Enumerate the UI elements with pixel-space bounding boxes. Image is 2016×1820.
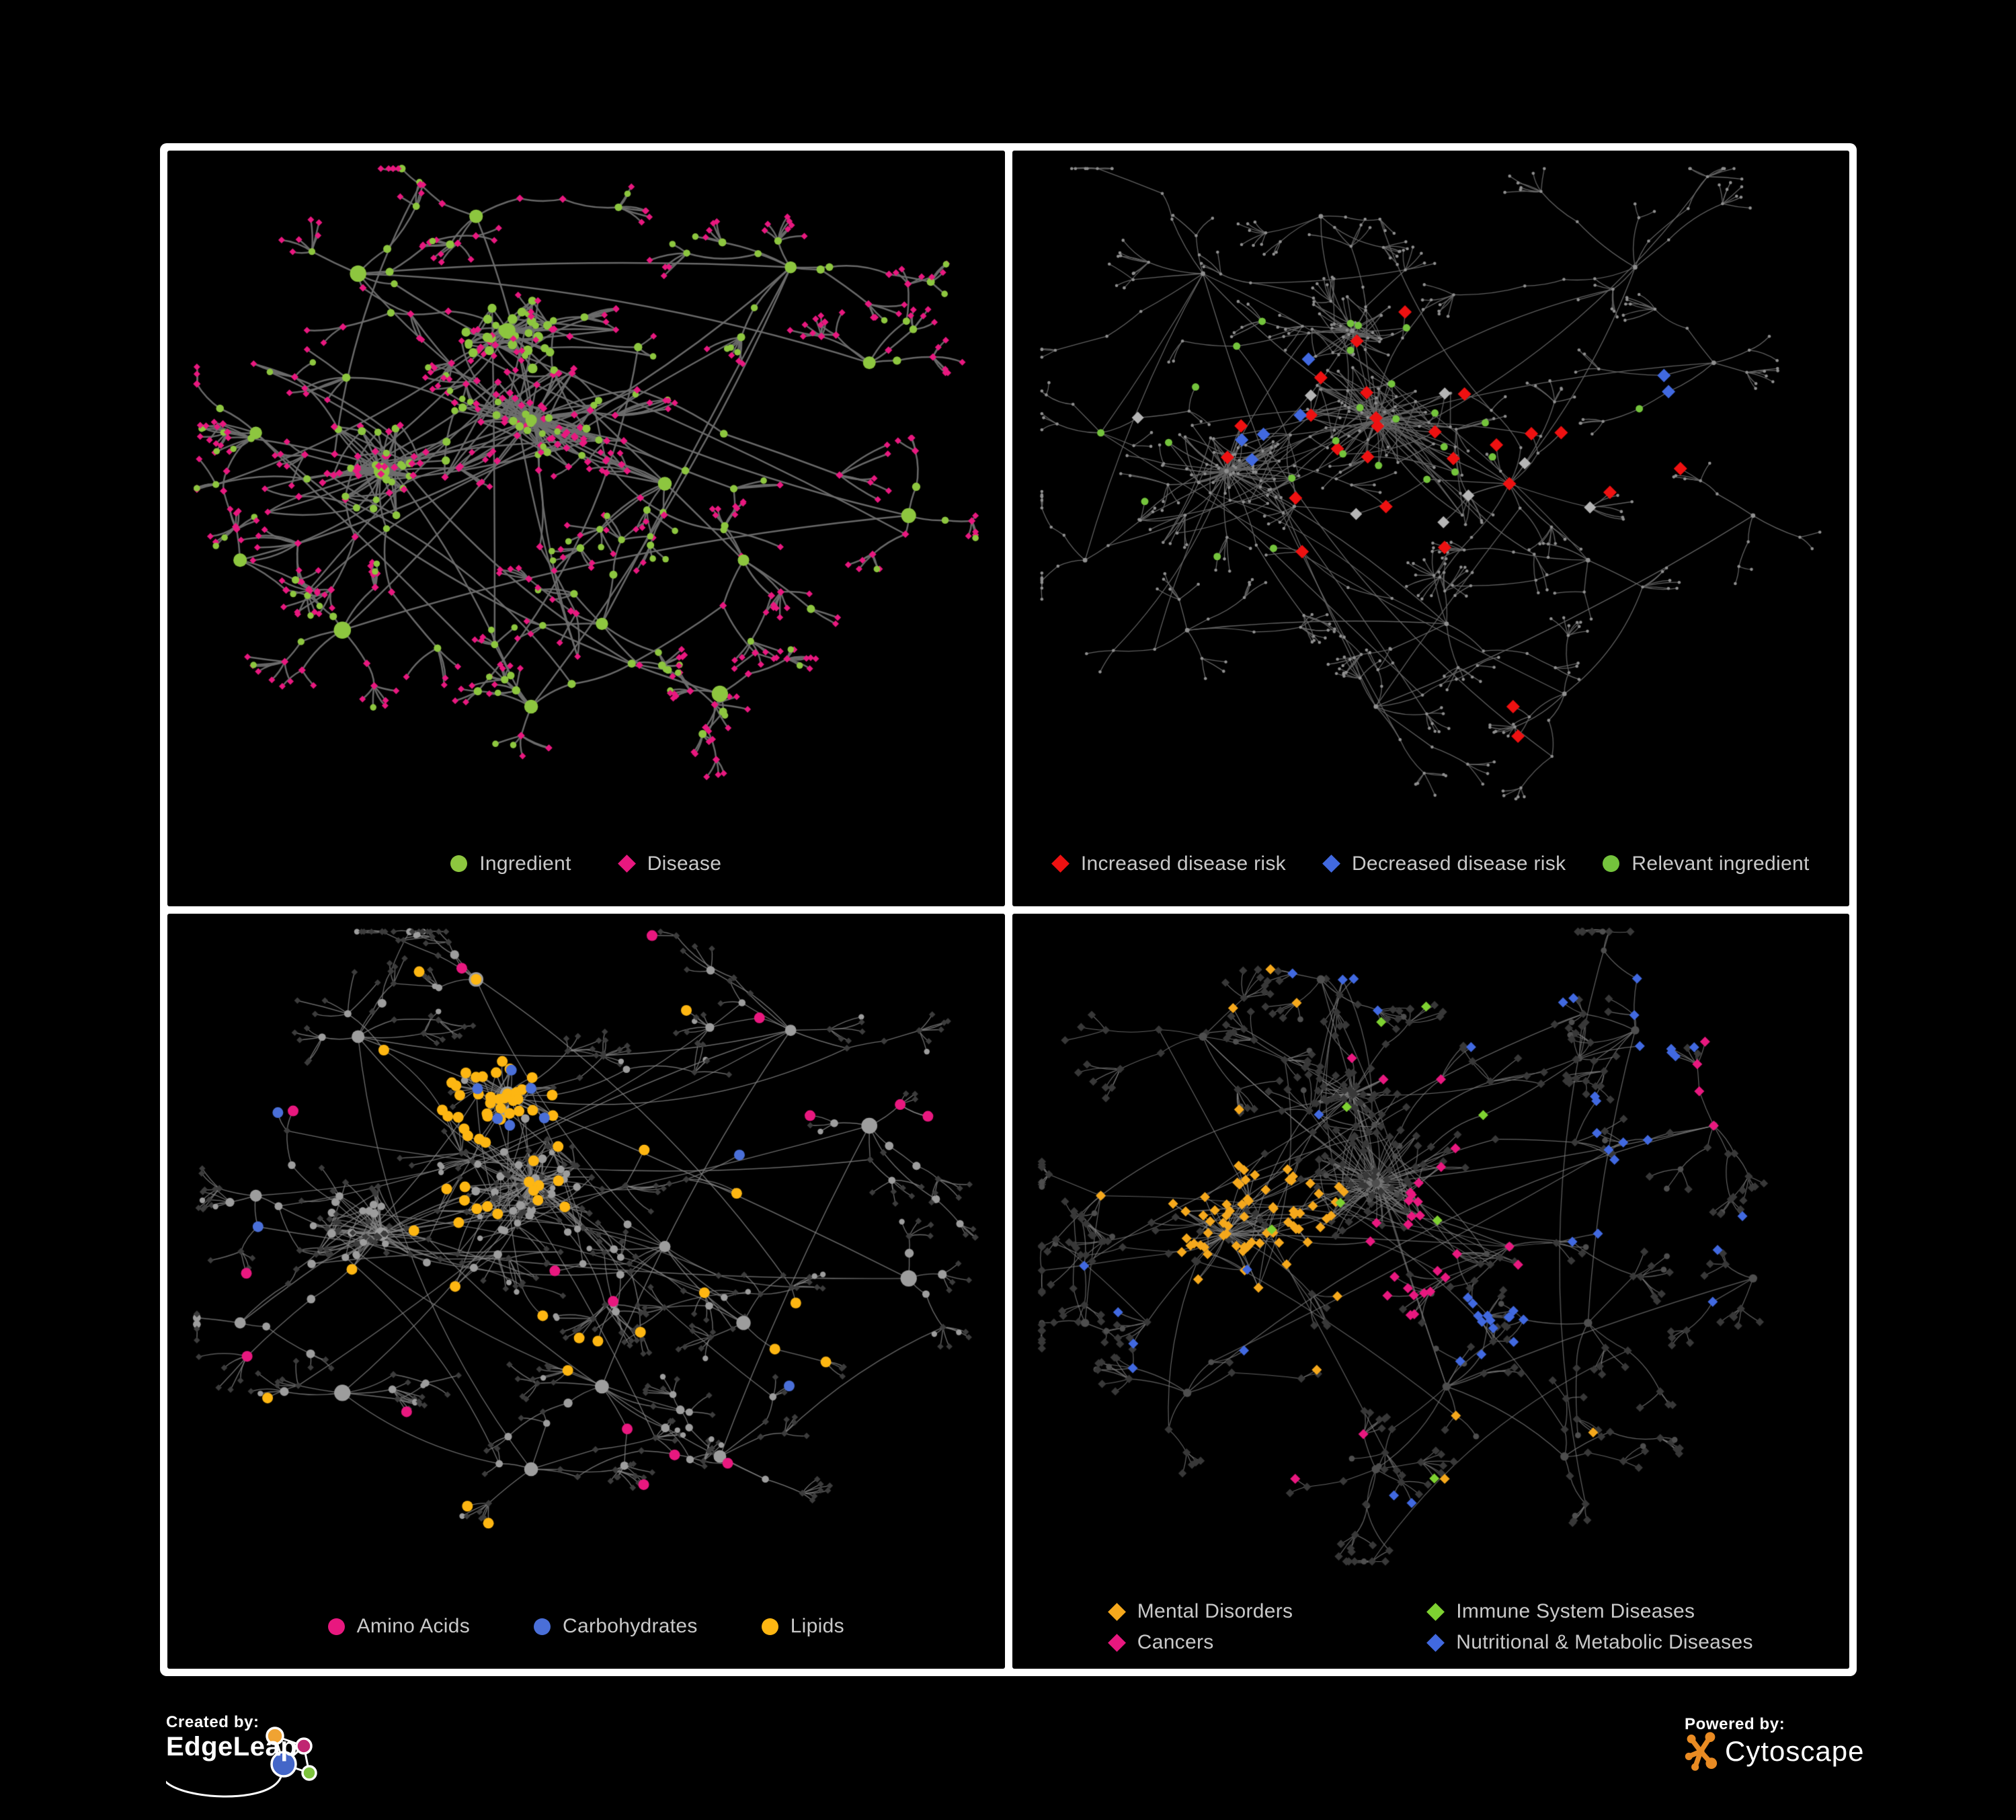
legend-item-cancers: Cancers [1107, 1631, 1214, 1654]
decreased-disease-risk-diamond-icon [1322, 855, 1340, 873]
legend-item-disease: Disease [617, 852, 722, 875]
ingredient-circle-icon [450, 855, 468, 872]
legend-label: Increased disease risk [1080, 852, 1286, 875]
legend-label: Ingredient [479, 852, 571, 875]
legend-label: Decreased disease risk [1351, 852, 1566, 875]
edgeleap-network-icon [166, 1727, 317, 1798]
legend-item-nutritional-metabolic-diseases: Nutritional & Metabolic Diseases [1426, 1631, 1753, 1654]
created-by-label: Created by: [166, 1713, 259, 1731]
increased-disease-risk-diamond-icon [1051, 855, 1070, 873]
legend-label: Carbohydrates [563, 1615, 698, 1637]
carbohydrates-circle-icon [534, 1618, 551, 1635]
legend-item-lipids: Lipids [761, 1615, 844, 1638]
panel-ingredient-disease: Ingredient Disease [167, 151, 1005, 906]
immune-system-diseases-diamond-icon [1426, 1602, 1445, 1621]
legend-label: Immune System Diseases [1456, 1600, 1695, 1622]
legend-disease-groups: Mental Disorders Immune System Diseases Ca… [1012, 1600, 1850, 1654]
legend-label: Cancers [1137, 1631, 1214, 1653]
legend-label: Disease [647, 852, 722, 875]
panel-grid: Ingredient Disease Increased disease risk… [160, 143, 1857, 1676]
legend-label: Amino Acids [356, 1615, 470, 1637]
edgeleap-orange-node [266, 1727, 284, 1745]
lipids-circle-icon [761, 1618, 778, 1635]
network-canvas-ingredient-disease [167, 151, 1005, 906]
edgeleap-blue-node [270, 1751, 297, 1778]
edgeleap-pink-node [295, 1737, 313, 1755]
legend-item-ingredient: Ingredient [450, 853, 571, 875]
legend-nutrients: Amino Acids Carbohydrates Lipids [167, 1615, 1005, 1638]
panel-disease-risk: Increased disease risk Decreased disease … [1012, 151, 1850, 906]
panel-disease-groups: Mental Disorders Immune System Diseases Ca… [1012, 913, 1850, 1669]
legend-item-mental-disorders: Mental Disorders [1107, 1600, 1293, 1623]
relevant-ingredient-circle-icon [1603, 855, 1620, 872]
mental-disorders-diamond-icon [1107, 1602, 1126, 1621]
legend-item-decreased-disease-risk: Decreased disease risk [1322, 852, 1566, 875]
cytoscape-wordmark: Cytoscape [1725, 1735, 1865, 1767]
legend-item-amino-acids: Amino Acids [327, 1615, 470, 1638]
legend-label: Nutritional & Metabolic Diseases [1456, 1631, 1753, 1653]
legend-item-relevant-ingredient: Relevant ingredient [1603, 853, 1809, 875]
legend-item-increased-disease-risk: Increased disease risk [1051, 852, 1286, 875]
powered-by-label: Powered by: [1685, 1715, 1785, 1733]
legend-item-carbohydrates: Carbohydrates [534, 1615, 698, 1638]
legend-ingredient-disease: Ingredient Disease [167, 853, 1005, 875]
cytoscape-network-icon [1685, 1732, 1718, 1771]
cytoscape-logo: Cytoscape [1683, 1731, 1864, 1772]
network-canvas-nutrients [167, 913, 1005, 1669]
panel-nutrients: Amino Acids Carbohydrates Lipids [167, 913, 1005, 1669]
legend-label: Relevant ingredient [1631, 852, 1810, 875]
amino-acids-circle-icon [327, 1618, 345, 1635]
network-canvas-disease-risk [1012, 151, 1849, 906]
legend-label: Mental Disorders [1137, 1600, 1293, 1622]
legend-disease-risk: Increased disease risk Decreased disease … [1012, 853, 1850, 875]
disease-diamond-icon [617, 855, 636, 873]
cancers-diamond-icon [1107, 1633, 1126, 1652]
cytoscape-icon-nodes [1685, 1732, 1718, 1771]
edgeleap-green-node [301, 1765, 317, 1781]
network-canvas-disease-groups [1012, 913, 1849, 1669]
edgeleap-wordmark: EdgeLeap [166, 1732, 298, 1762]
legend-label: Lipids [790, 1615, 844, 1637]
edgeleap-logo: EdgeLeap [166, 1725, 395, 1813]
legend-item-immune-system-diseases: Immune System Diseases [1426, 1600, 1695, 1623]
edgeleap-swoosh [166, 1772, 283, 1798]
nutritional-metabolic-diseases-diamond-icon [1426, 1633, 1445, 1652]
